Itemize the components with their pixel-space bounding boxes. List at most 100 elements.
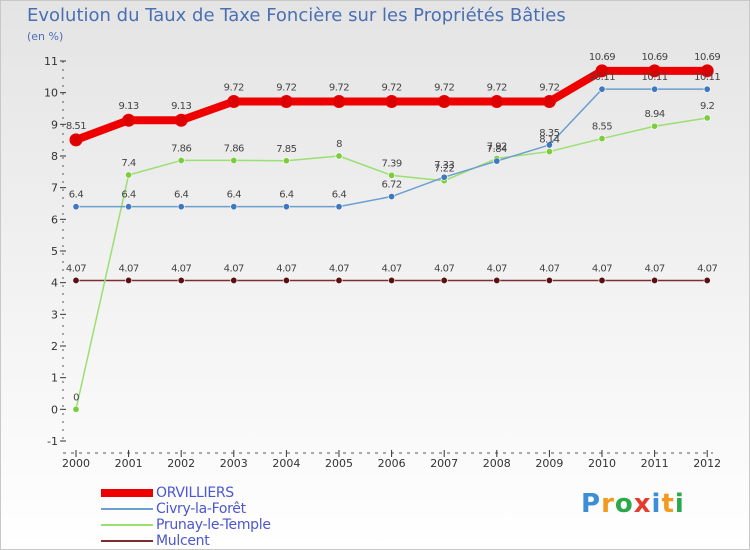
data-label: 10.11	[642, 72, 668, 83]
proxiti-logo: Proxiti	[581, 489, 685, 519]
y-tick-label: 8	[51, 150, 58, 163]
data-point	[595, 64, 609, 78]
y-tick-label: -1	[47, 435, 58, 448]
x-tick-label: 2002	[167, 457, 195, 470]
data-point	[388, 193, 396, 201]
legend-swatch	[101, 524, 153, 526]
data-label: 9.72	[487, 83, 507, 94]
data-point	[230, 276, 238, 284]
data-label: 4.07	[66, 263, 86, 274]
data-point	[227, 95, 241, 109]
data-label: 4.07	[118, 263, 138, 274]
x-tick-label: 2008	[483, 457, 511, 470]
data-point	[703, 85, 711, 93]
data-point	[598, 135, 606, 143]
y-tick-label: 5	[51, 245, 58, 258]
data-point	[388, 171, 396, 179]
logo-letter: o	[614, 489, 634, 519]
legend-item: ORVILLIERS	[101, 485, 271, 501]
y-tick-label: 4	[51, 277, 58, 290]
data-label: 9.72	[539, 83, 559, 94]
data-label: 9.72	[224, 83, 244, 94]
data-point	[125, 171, 133, 179]
legend-label: ORVILLIERS	[156, 485, 234, 501]
data-label: 4.07	[697, 263, 717, 274]
data-point	[440, 173, 448, 181]
data-label: 7.92	[487, 142, 507, 153]
data-label: 6.4	[174, 190, 189, 201]
data-point	[440, 276, 448, 284]
data-label: 7.86	[171, 143, 191, 154]
logo-letter: x	[633, 489, 652, 519]
data-label: 4.07	[276, 263, 296, 274]
data-label: 7.86	[224, 143, 244, 154]
data-label: 9.72	[329, 83, 349, 94]
data-label: 8.94	[644, 109, 664, 120]
data-point	[177, 276, 185, 284]
x-tick-label: 2001	[115, 457, 143, 470]
legend-label: Civry-la-Forêt	[156, 501, 246, 517]
data-point	[385, 95, 399, 109]
data-point	[125, 276, 133, 284]
data-label: 4.07	[381, 263, 401, 274]
data-point	[437, 95, 451, 109]
data-label: 8.14	[539, 135, 559, 146]
data-label: 6.4	[227, 190, 242, 201]
data-label: 6.4	[279, 190, 294, 201]
data-point	[72, 405, 80, 413]
data-label: 9.2	[700, 101, 715, 112]
logo-letter: r	[601, 489, 615, 519]
x-tick-label: 2007	[430, 457, 458, 470]
x-tick-label: 2004	[272, 457, 300, 470]
data-point	[545, 141, 553, 149]
data-point	[335, 152, 343, 160]
y-tick-label: 6	[51, 213, 58, 226]
logo-letter: i	[674, 489, 685, 519]
data-point	[69, 133, 83, 147]
legend-label: Prunay-le-Temple	[156, 517, 271, 533]
data-label: 7.84	[487, 144, 507, 155]
x-tick-label: 2000	[62, 457, 90, 470]
data-label: 9.13	[118, 101, 138, 112]
data-label: 8	[336, 139, 342, 150]
data-point	[542, 95, 556, 109]
data-label: 8.55	[592, 122, 612, 133]
data-point	[122, 113, 136, 127]
data-label: 7.4	[121, 158, 136, 169]
data-label: 8.51	[66, 121, 86, 132]
data-point	[388, 276, 396, 284]
y-tick-label: 2	[51, 340, 58, 353]
data-label: 8.35	[539, 128, 559, 139]
data-label: 10.69	[589, 52, 615, 63]
data-label: 10.11	[589, 72, 615, 83]
y-tick-label: 7	[51, 182, 58, 195]
y-tick-label: 0	[51, 403, 58, 416]
data-label: 4.07	[171, 263, 191, 274]
data-label: 6.4	[69, 190, 84, 201]
data-label: 10.11	[694, 72, 720, 83]
x-tick-label: 2010	[588, 457, 616, 470]
data-point	[332, 95, 346, 109]
data-point	[72, 203, 80, 211]
data-point	[282, 157, 290, 165]
legend-item: Mulcent	[101, 533, 271, 549]
data-point	[598, 276, 606, 284]
data-point	[177, 156, 185, 164]
legend-swatch	[101, 540, 153, 542]
data-point	[279, 95, 293, 109]
chart-subtitle: (en %)	[27, 30, 64, 43]
x-tick-label: 2003	[220, 457, 248, 470]
legend-swatch	[101, 508, 153, 510]
data-point	[282, 203, 290, 211]
y-tick-label: 11	[44, 55, 58, 68]
data-point	[545, 276, 553, 284]
data-point	[230, 203, 238, 211]
data-label: 9.13	[171, 101, 191, 112]
data-point	[703, 114, 711, 122]
data-point	[651, 276, 659, 284]
data-point	[598, 85, 606, 93]
data-label: 7.85	[276, 144, 296, 155]
data-point	[651, 122, 659, 130]
